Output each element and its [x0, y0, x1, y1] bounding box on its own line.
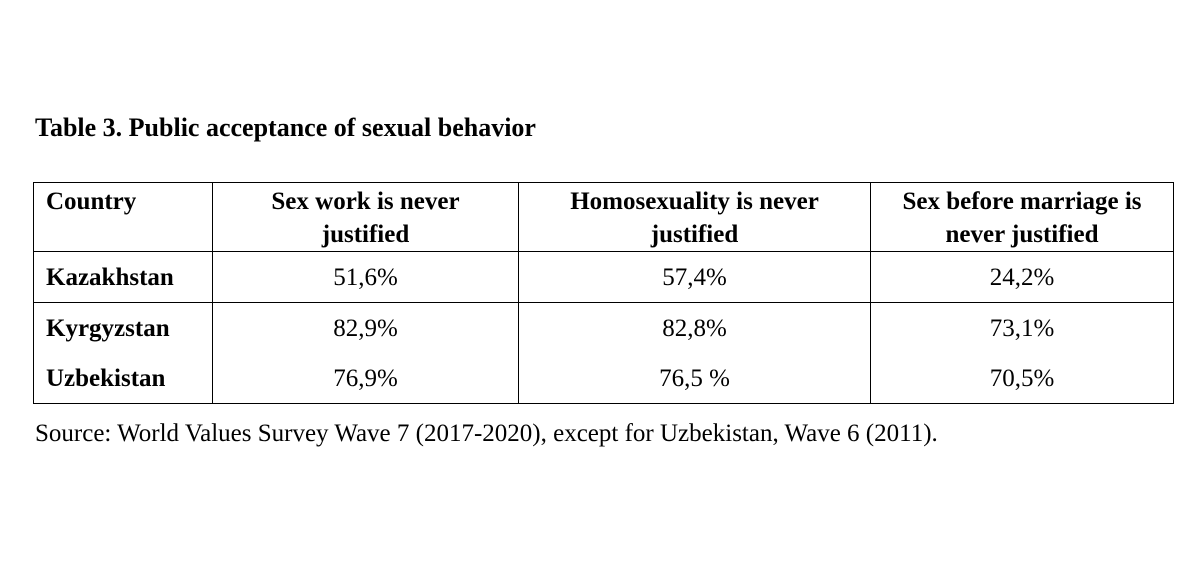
table-cell: 73,1% — [870, 302, 1174, 353]
table: Country Sex work is never justified Homose… — [33, 182, 1174, 404]
source-note: Source: World Values Survey Wave 7 (2017… — [35, 420, 938, 447]
table-row: Kazakhstan 51,6% 57,4% 24,2% — [33, 251, 1174, 303]
table-cell: 82,8% — [518, 302, 871, 353]
table-body: Kazakhstan 51,6% 57,4% 24,2% Kyrgyzstan 82,9%… — [33, 251, 1174, 404]
table-cell: 76,9% — [212, 353, 519, 404]
table-row: Kyrgyzstan 82,9% 82,8% 73,1% — [33, 302, 1174, 353]
header-row: Country Sex work is never justified Homose… — [33, 182, 1174, 252]
row-label: Kazakhstan — [33, 251, 213, 303]
table-cell: 76,5 % — [518, 353, 871, 404]
table-cell: 51,6% — [212, 251, 519, 303]
table-row: Uzbekistan 76,9% 76,5 % 70,5% — [33, 353, 1174, 404]
table-cell: 70,5% — [870, 353, 1174, 404]
header-cell: Sex work is never justified — [212, 182, 519, 252]
table-title: Table 3. Public acceptance of sexual beh… — [35, 113, 536, 142]
header-cell: Country — [33, 182, 213, 252]
table-cell: 57,4% — [518, 251, 871, 303]
header-cell: Homosexuality is never justified — [518, 182, 871, 252]
table-cell: 24,2% — [870, 251, 1174, 303]
row-label: Kyrgyzstan — [33, 302, 213, 353]
table-cell: 82,9% — [212, 302, 519, 353]
header-cell: Sex before marriage is never justified — [870, 182, 1174, 252]
row-label: Uzbekistan — [33, 353, 213, 404]
